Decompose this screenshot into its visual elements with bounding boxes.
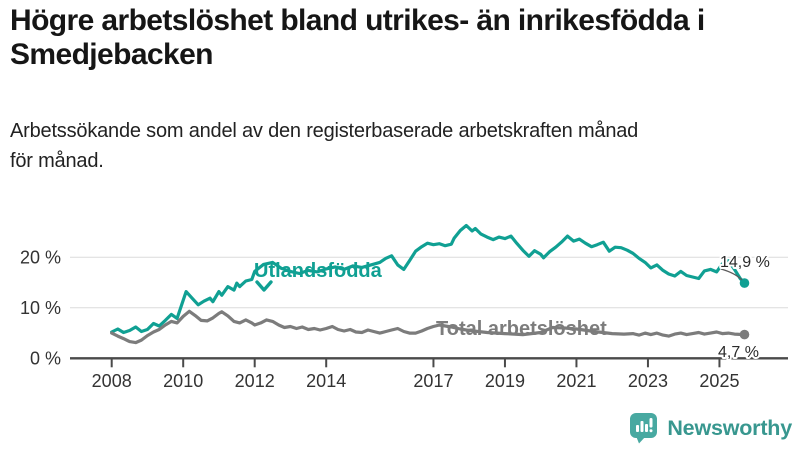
x-tick-label: 2014 [306,371,346,391]
title-line-1: Högre arbetslöshet bland utrikes- än inr… [10,4,705,37]
series-end-dot-0 [739,278,750,288]
series-label-total-arbetsloshet: Total arbetslöshet [436,318,607,340]
page-title: Högre arbetslöshet bland utrikes- än inr… [10,4,794,72]
latest-value-utlandsfodda: 14,9 % [720,254,770,271]
x-tick-label: 2010 [163,371,203,391]
axis-tick-labels: 0 % 10 % 20 % 2008 2010 2012 2014 2017 2019 2021 2… [20,247,740,391]
series-label-utlandsfodda: Utlandsfödda [254,260,383,282]
x-tick-label: 2021 [556,371,596,391]
chart-subtitle: Arbetssökande som andel av den registerb… [10,116,794,176]
x-tick-label: 2017 [413,371,453,391]
x-tick-label: 2012 [235,371,275,391]
series-end-dot-1 [739,329,750,340]
x-tick-label: 2019 [485,371,525,391]
x-tick-label: 2023 [628,371,668,391]
x-tick-label: 2025 [699,371,739,391]
chevron-down-icon [255,280,273,292]
subtitle-line-1: Arbetssökande som andel av den registerb… [10,120,639,142]
subtitle-line-2: för månad. [10,150,104,172]
y-tick-label: 10 % [20,298,61,318]
y-tick-label: 0 % [30,348,61,368]
data-series [110,223,750,345]
title-line-2: Smedjebacken [10,38,214,71]
series-line-0 [110,223,747,335]
y-tick-label: 20 % [20,247,61,267]
series-labels-and-annotations: Utlandsfödda Total arbetslöshet 14,9 % 4… [254,252,772,363]
brand-wordmark: Newsworthy [667,416,792,440]
newsworthy-logo[interactable]: Newsworthy [629,412,792,445]
gridlines [70,256,788,360]
x-tick-label: 2008 [92,371,132,391]
series-line-1 [110,309,747,345]
annotation-leader-line [720,268,743,281]
latest-value-total: 4,7 % [718,344,759,361]
axis-ticks [110,359,721,368]
speech-bubble-bar-chart-icon [630,413,658,444]
